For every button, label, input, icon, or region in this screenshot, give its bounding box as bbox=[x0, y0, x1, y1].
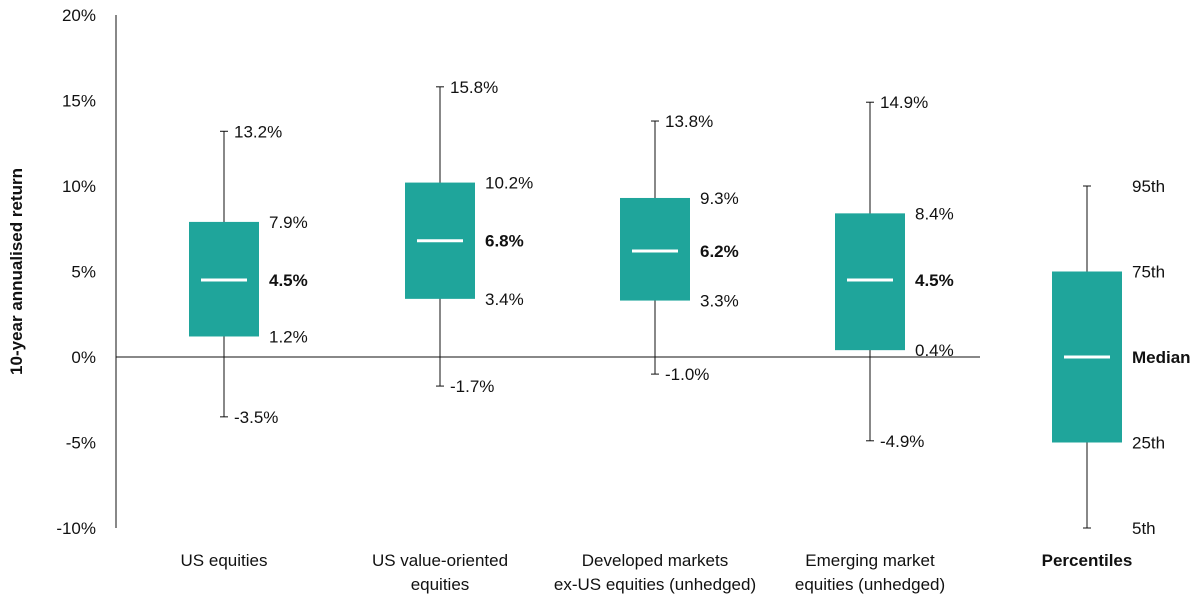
p75-label: 8.4% bbox=[915, 204, 954, 223]
p95-label: 13.2% bbox=[234, 122, 282, 141]
category-label: ex-US equities (unhedged) bbox=[554, 575, 756, 594]
p95-label: 15.8% bbox=[450, 78, 498, 97]
p5-label: -4.9% bbox=[880, 432, 924, 451]
box-iqr bbox=[620, 197, 690, 301]
median-label: 6.2% bbox=[700, 242, 739, 261]
y-tick-label: -5% bbox=[66, 434, 96, 453]
p25-label: 3.4% bbox=[485, 290, 524, 309]
box-iqr bbox=[835, 213, 905, 351]
p5-label: -3.5% bbox=[234, 408, 278, 427]
p95-label: 95th bbox=[1132, 177, 1165, 196]
p25-label: 3.3% bbox=[700, 292, 739, 311]
y-axis-label: 10-year annualised return bbox=[7, 168, 26, 375]
category-label: US value-oriented bbox=[372, 551, 508, 570]
y-tick-label: 5% bbox=[71, 263, 96, 282]
y-tick-label: -10% bbox=[56, 519, 96, 538]
y-tick-label: 0% bbox=[71, 348, 96, 367]
category-label: Emerging market bbox=[805, 551, 935, 570]
category-label: US equities bbox=[181, 551, 268, 570]
y-tick-label: 20% bbox=[62, 6, 96, 25]
p25-label: 25th bbox=[1132, 434, 1165, 453]
median-label: 4.5% bbox=[915, 271, 954, 290]
y-tick-label: 15% bbox=[62, 92, 96, 111]
p75-label: 75th bbox=[1132, 263, 1165, 282]
p25-label: 1.2% bbox=[269, 327, 308, 346]
p95-label: 13.8% bbox=[665, 112, 713, 131]
y-tick-label: 10% bbox=[62, 177, 96, 196]
p5-label: -1.7% bbox=[450, 377, 494, 396]
p5-label: 5th bbox=[1132, 519, 1156, 538]
median-label: 6.8% bbox=[485, 232, 524, 251]
category-label: equities bbox=[411, 575, 470, 594]
p75-label: 10.2% bbox=[485, 174, 533, 193]
category-label: Developed markets bbox=[582, 551, 728, 570]
median-label: Median bbox=[1132, 348, 1191, 367]
p25-label: 0.4% bbox=[915, 341, 954, 360]
category-label: equities (unhedged) bbox=[795, 575, 945, 594]
p95-label: 14.9% bbox=[880, 93, 928, 112]
p5-label: -1.0% bbox=[665, 365, 709, 384]
legend-title: Percentiles bbox=[1042, 551, 1133, 570]
median-label: 4.5% bbox=[269, 271, 308, 290]
p75-label: 9.3% bbox=[700, 189, 739, 208]
p75-label: 7.9% bbox=[269, 213, 308, 232]
